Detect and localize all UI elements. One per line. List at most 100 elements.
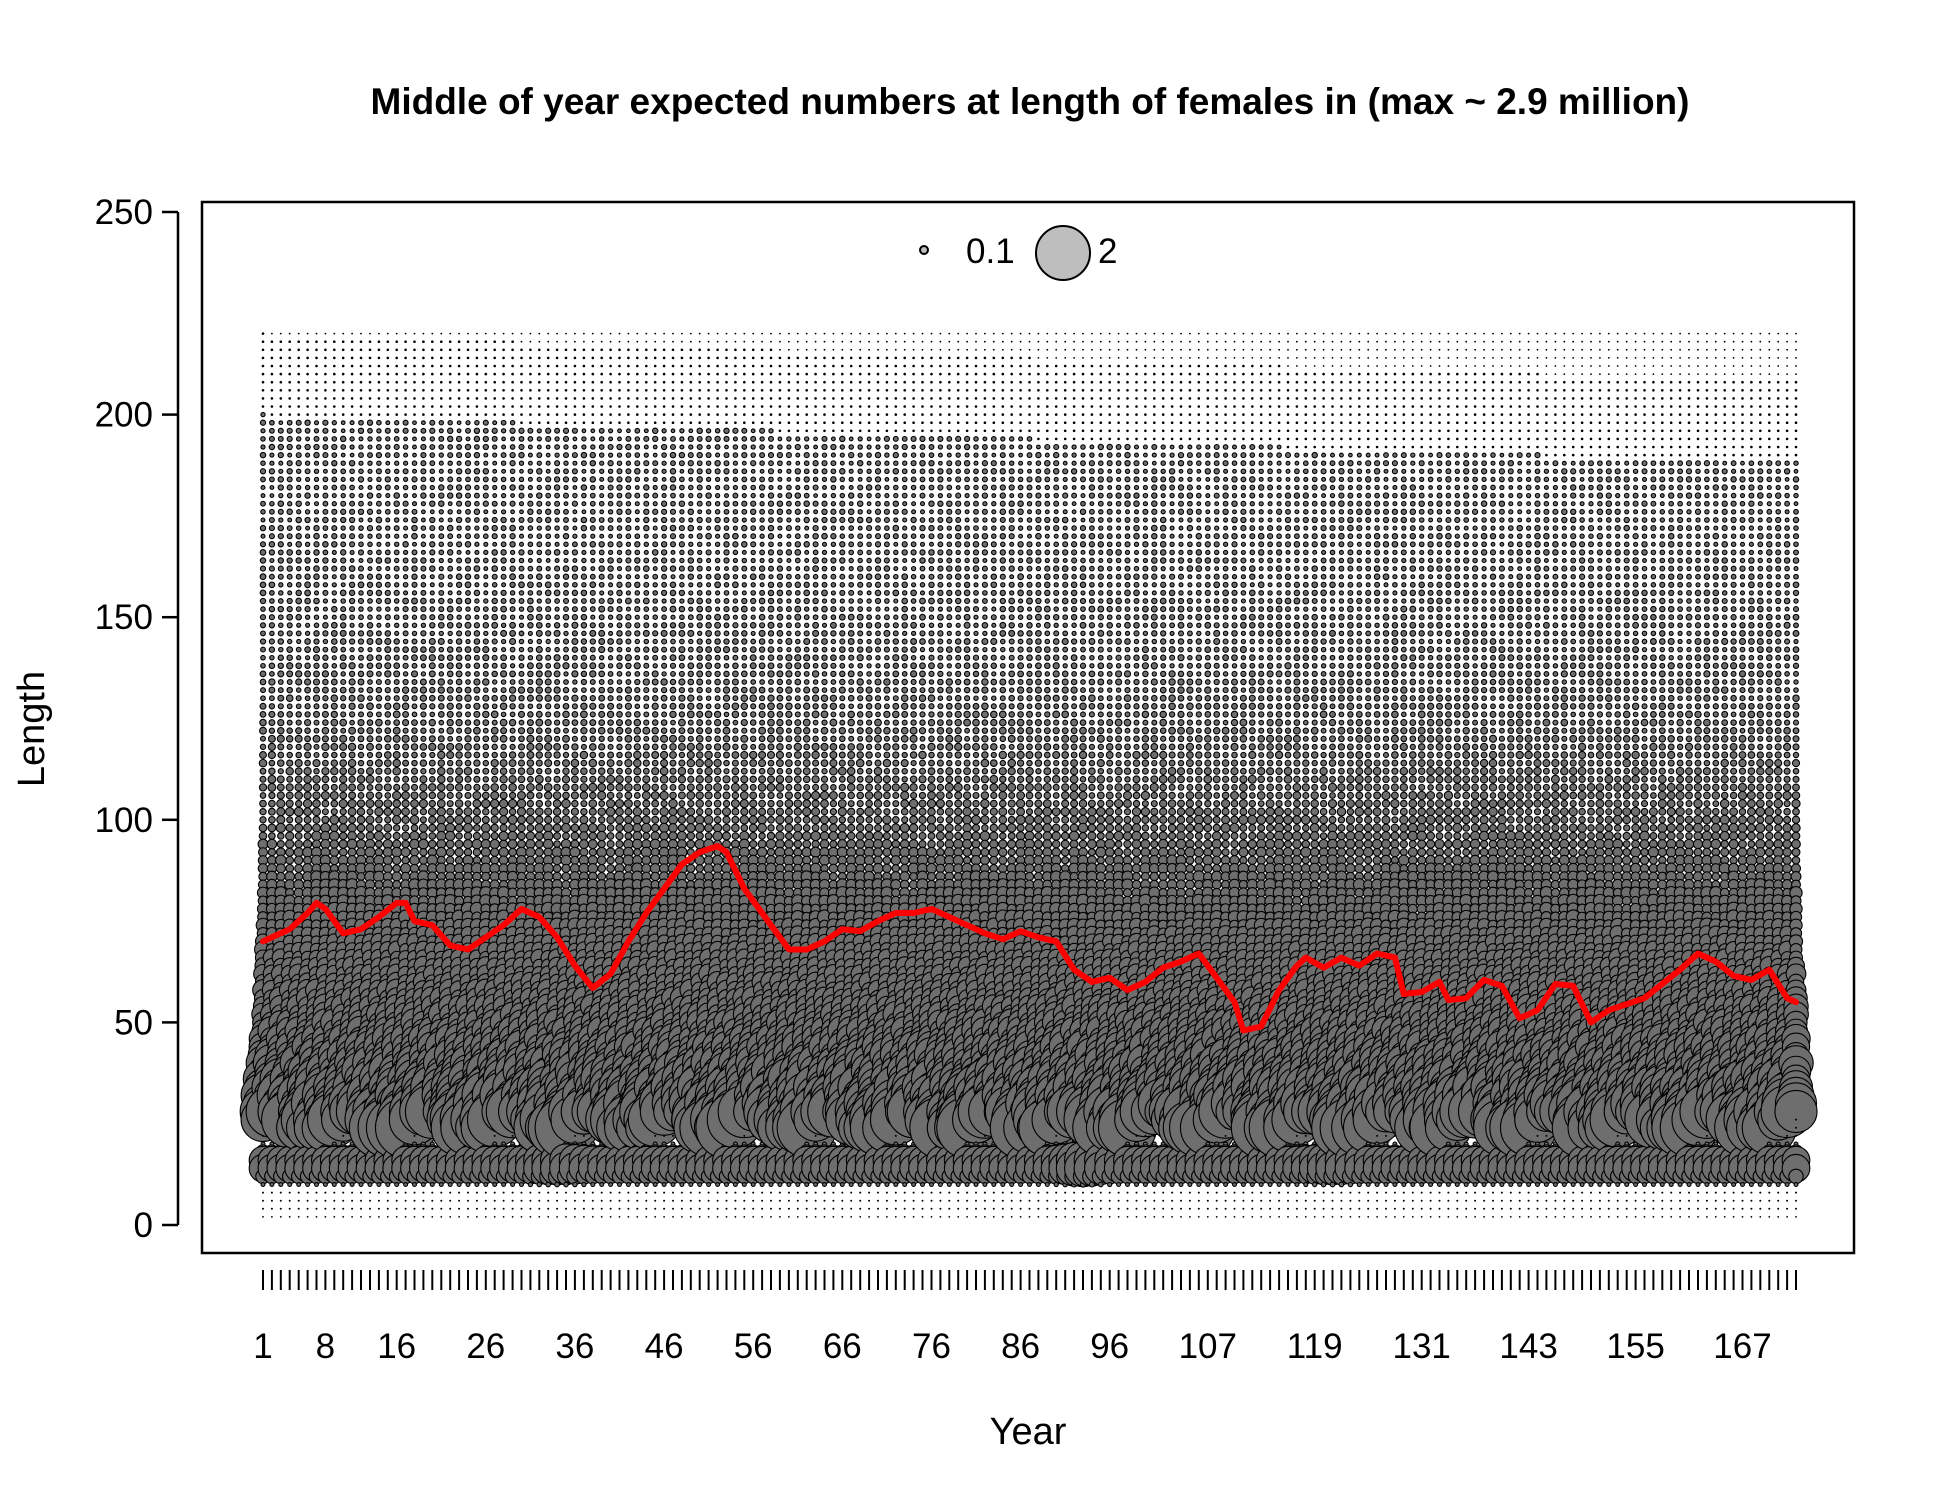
- bubble-point: [456, 476, 462, 483]
- bubble-point: [536, 452, 543, 459]
- bubble-point: [554, 614, 560, 621]
- bubble-point: [431, 1207, 434, 1210]
- bubble-point: [366, 783, 374, 791]
- bubble-point: [315, 348, 318, 352]
- bubble-point: [411, 678, 418, 686]
- bubble-point: [449, 1207, 452, 1210]
- bubble-point: [509, 654, 516, 661]
- bubble-point: [652, 435, 659, 443]
- bubble-point: [598, 517, 605, 523]
- bubble-point: [315, 1216, 318, 1218]
- bubble-point: [473, 565, 481, 572]
- bubble-point: [484, 364, 488, 368]
- bubble-point: [518, 662, 525, 669]
- bubble-point: [357, 694, 365, 703]
- bubble-point: [527, 573, 534, 580]
- bubble-point: [625, 743, 632, 751]
- bubble-point: [534, 831, 544, 841]
- bubble-point: [661, 436, 667, 442]
- bubble-point: [286, 508, 293, 516]
- bubble-point: [322, 598, 329, 604]
- bubble-point: [536, 606, 543, 613]
- bubble-point: [591, 397, 595, 400]
- bubble-point: [570, 831, 580, 841]
- bubble-point: [499, 702, 508, 711]
- bubble-point: [538, 364, 541, 368]
- bubble-point: [527, 703, 534, 710]
- bubble-point: [555, 380, 559, 384]
- bubble-point: [536, 509, 543, 515]
- bubble-point: [563, 581, 569, 588]
- bubble-point: [536, 484, 542, 491]
- bubble-point: [509, 621, 517, 629]
- bubble-point: [454, 823, 464, 833]
- bubble-point: [634, 476, 641, 483]
- bubble-point: [500, 597, 507, 604]
- bubble-point: [538, 1216, 541, 1218]
- bubble-point: [412, 493, 417, 499]
- bubble-point: [544, 670, 552, 678]
- bubble-point: [616, 703, 623, 710]
- bubble-point: [597, 823, 607, 833]
- bubble-point: [491, 524, 498, 532]
- bubble-point: [420, 443, 427, 451]
- bubble-point: [286, 719, 293, 726]
- bubble-point: [571, 654, 578, 661]
- bubble-point: [517, 727, 526, 735]
- bubble-point: [438, 492, 445, 499]
- bubble-point: [331, 751, 338, 759]
- bubble-point: [286, 743, 293, 750]
- bubble-point: [614, 815, 625, 825]
- bubble-point: [404, 397, 407, 400]
- bubble-point: [347, 823, 357, 833]
- bubble-point: [357, 718, 365, 727]
- bubble-point: [446, 646, 454, 653]
- bubble-point: [261, 405, 265, 408]
- bubble-point: [547, 1199, 550, 1202]
- bubble-point: [410, 775, 419, 783]
- bubble-point: [331, 501, 337, 507]
- bubble-point: [482, 427, 489, 434]
- bubble-point: [534, 807, 544, 817]
- bubble-point: [377, 405, 381, 408]
- bubble-point: [295, 695, 302, 702]
- bubble-point: [588, 743, 597, 751]
- bubble-point: [385, 566, 391, 572]
- bubble-point: [582, 397, 586, 400]
- bubble-point: [287, 452, 293, 458]
- bubble-point: [306, 413, 309, 416]
- bubble-point: [357, 743, 365, 751]
- bubble-point: [350, 397, 354, 400]
- bubble-point: [589, 735, 597, 743]
- bubble-point: [454, 814, 465, 825]
- bubble-point: [331, 468, 338, 475]
- bubble-point: [463, 815, 473, 825]
- bubble-point: [260, 662, 266, 669]
- bubble-point: [636, 421, 639, 425]
- bubble-point: [562, 751, 570, 759]
- bubble-point: [464, 533, 472, 540]
- bubble-point: [483, 460, 489, 466]
- bubble-point: [304, 638, 311, 645]
- bubble-point: [277, 832, 285, 840]
- bubble-point: [483, 517, 489, 523]
- bubble-point: [599, 590, 605, 596]
- bubble-point: [553, 686, 561, 694]
- bubble-point: [562, 573, 570, 580]
- bubble-point: [286, 751, 293, 759]
- bubble-point: [404, 332, 407, 335]
- bubble-point: [368, 389, 372, 392]
- bubble-point: [366, 557, 374, 564]
- bubble-point: [491, 735, 499, 743]
- bubble-point: [520, 389, 523, 392]
- bubble-point: [588, 799, 598, 808]
- bubble-point: [618, 405, 621, 408]
- bubble-point: [554, 541, 560, 547]
- bubble-point: [465, 508, 471, 515]
- bubble-point: [518, 492, 525, 499]
- bubble-point: [358, 687, 364, 693]
- bubble-point: [350, 348, 354, 352]
- bubble-point: [458, 1216, 460, 1218]
- bubble-point: [438, 484, 445, 491]
- bubble-point: [358, 646, 364, 653]
